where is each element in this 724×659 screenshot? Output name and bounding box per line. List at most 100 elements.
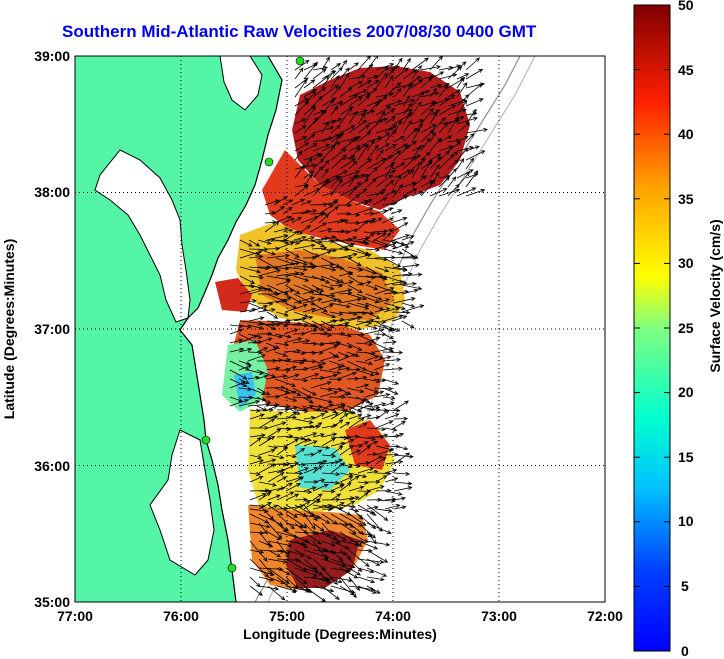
velocity-arrow <box>239 266 261 274</box>
velocity-arrow <box>274 390 297 398</box>
velocity-arrow <box>239 239 253 247</box>
velocity-arrow <box>382 395 396 401</box>
velocity-arrow <box>429 117 446 134</box>
velocity-arrow <box>249 437 262 447</box>
velocity-arrow <box>363 232 375 242</box>
velocity-arrow <box>465 98 484 107</box>
velocity-arrow <box>310 360 327 366</box>
velocity-arrow <box>447 65 463 80</box>
velocity-arrow <box>283 348 302 354</box>
velocity-arrow <box>330 458 344 465</box>
velocity-arrow <box>366 469 379 474</box>
velocity-arrow <box>364 355 380 362</box>
velocity-arrow <box>393 485 413 492</box>
velocity-arrow <box>347 275 364 286</box>
velocity-arrow <box>339 522 357 535</box>
velocity-arrow <box>456 73 470 80</box>
velocity-arrow <box>294 118 307 125</box>
velocity-arrow <box>238 360 251 366</box>
velocity-arrow <box>276 415 297 420</box>
velocity-arrow <box>336 219 349 224</box>
velocity-arrow <box>249 493 267 501</box>
velocity-arrow <box>402 169 415 179</box>
colorbar-tick-label: 20 <box>678 384 694 400</box>
delaware-bay <box>219 56 263 111</box>
velocity-arrow <box>366 157 387 170</box>
velocity-arrow <box>257 269 282 277</box>
velocity-arrow <box>330 493 342 501</box>
velocity-arrow <box>292 378 309 383</box>
velocity-arrow <box>339 158 356 170</box>
velocity-arrow <box>303 498 321 510</box>
velocity-arrow <box>257 248 276 256</box>
velocity-arrow <box>375 126 395 134</box>
velocity-arrow <box>285 567 308 585</box>
velocity-arrow <box>348 485 365 492</box>
velocity-arrow <box>429 156 442 170</box>
velocity-arrow <box>411 90 431 98</box>
velocity-arrow <box>294 409 309 414</box>
velocity-arrow <box>357 112 366 125</box>
velocity-arrow <box>357 567 375 574</box>
velocity-arrow <box>366 426 387 432</box>
velocity-arrow <box>357 441 369 447</box>
velocity-arrow <box>303 170 315 179</box>
velocity-arrow <box>456 61 467 71</box>
velocity-arrow <box>249 585 263 596</box>
velocity-arrow <box>321 412 340 420</box>
velocity-arrow <box>229 369 248 380</box>
velocity-arrow <box>382 378 400 385</box>
velocity-arrow <box>384 459 404 465</box>
velocity-arrow <box>339 540 360 547</box>
y-axis: 39:00 38:00 37:00 36:00 35:00 Latitude (… <box>1 48 70 610</box>
velocity-arrow <box>348 181 361 197</box>
velocity-arrow <box>249 433 266 438</box>
velocity-arrow <box>456 82 468 98</box>
velocity-arrow <box>300 200 312 206</box>
velocity-arrow <box>303 405 314 411</box>
velocity-arrow <box>392 266 408 271</box>
velocity-arrow <box>339 463 353 469</box>
velocity-arrow <box>258 458 277 465</box>
velocity-arrow <box>366 455 384 465</box>
velocity-arrow <box>366 540 391 547</box>
velocity-arrow <box>330 62 342 71</box>
velocity-arrow <box>384 74 394 89</box>
velocity-arrow <box>265 374 288 380</box>
velocity-arrow <box>273 215 292 224</box>
velocity-arrow <box>411 160 423 179</box>
velocity-arrow <box>365 239 390 248</box>
velocity-arrow <box>238 347 253 353</box>
velocity-arrow <box>356 280 372 286</box>
velocity-arrow <box>312 68 327 80</box>
velocity-arrow <box>393 505 407 510</box>
velocity-arrow <box>348 513 367 526</box>
velocity-arrow <box>384 477 399 483</box>
velocity-arrow <box>330 132 345 143</box>
velocity-arrow <box>346 351 360 358</box>
velocity-arrow <box>392 296 416 304</box>
velocity-arrow <box>293 311 309 318</box>
velocity-arrow <box>372 217 383 224</box>
velocity-arrow <box>411 57 429 71</box>
velocity-arrow <box>384 504 401 510</box>
velocity-patch-north-edge <box>262 150 400 250</box>
velocity-arrow <box>320 284 335 290</box>
velocity-arrow <box>357 467 375 474</box>
velocity-arrow <box>348 549 370 567</box>
velocity-arrow <box>357 143 369 161</box>
velocity-arrow <box>374 307 391 313</box>
velocity-arrow <box>327 199 339 206</box>
velocity-arrow <box>366 505 379 510</box>
velocity-arrow <box>367 479 381 485</box>
velocity-arrow <box>357 92 371 98</box>
velocity-arrow <box>456 122 471 134</box>
velocity-arrow <box>393 481 413 486</box>
velocity-arrow <box>258 481 277 487</box>
velocity-arrow <box>238 324 252 329</box>
velocity-arrow <box>321 84 339 98</box>
velocity-arrow <box>355 369 375 377</box>
velocity-arrow <box>301 373 320 380</box>
velocity-arrow <box>365 311 381 319</box>
